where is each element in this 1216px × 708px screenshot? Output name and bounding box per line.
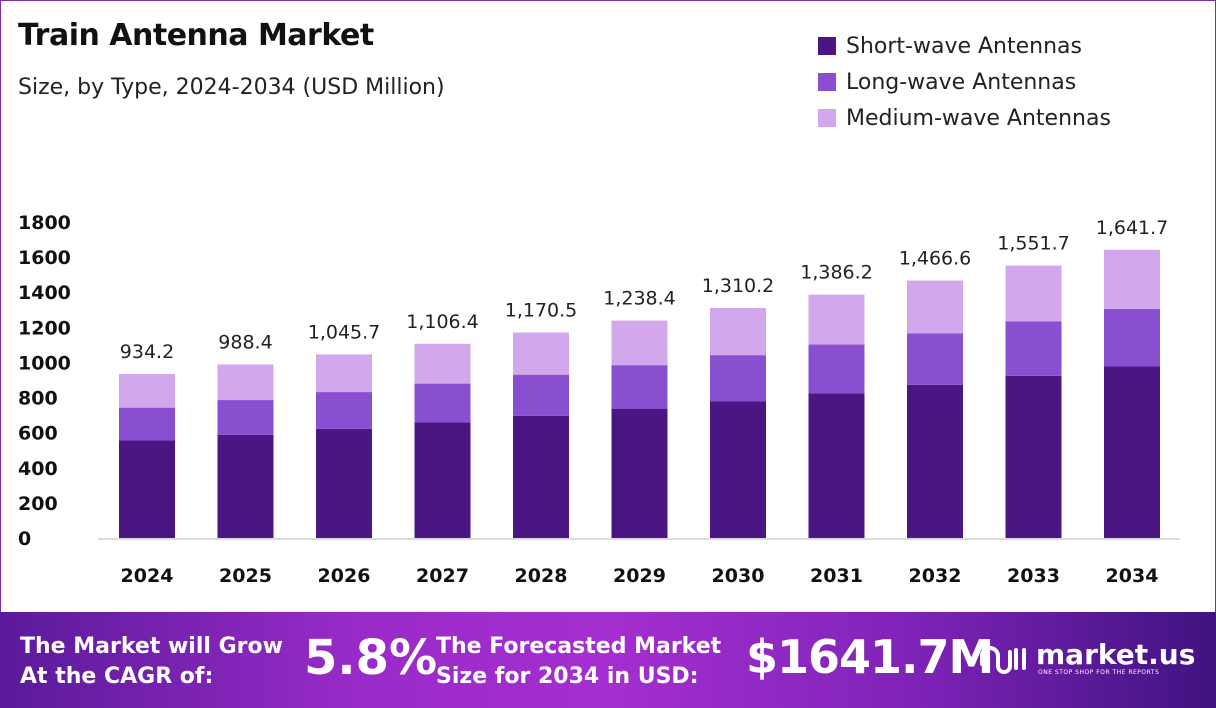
x-tick-label: 2025: [219, 565, 272, 587]
y-tick-label: 400: [18, 458, 58, 480]
total-data-label: 1,641.7: [1096, 217, 1169, 239]
cagr-label-line-2: At the CAGR of:: [20, 664, 214, 689]
x-tick-label: 2032: [909, 565, 962, 587]
total-data-label: 1,170.5: [505, 300, 578, 322]
legend-swatch: [818, 73, 836, 91]
total-data-label: 1,106.4: [406, 311, 479, 333]
bar-segment-medium-wave: [1104, 249, 1160, 309]
forecast-label-line-2: Size for 2034 in USD:: [436, 664, 699, 689]
brand-logo: market.us ONE STOP SHOP FOR THE REPORTS: [978, 638, 1195, 678]
x-tick-label: 2027: [416, 565, 469, 587]
bar-segment-long-wave: [217, 400, 274, 435]
bar-segment-medium-wave: [808, 294, 865, 345]
forecast-label: The Forecasted Market Size for 2034 in U…: [436, 632, 721, 692]
legend-swatch: [818, 37, 836, 55]
bar-segment-long-wave: [1104, 308, 1160, 367]
y-tick-label: 0: [18, 528, 31, 550]
footer-banner: The Market will Grow At the CAGR of: 5.8…: [0, 612, 1216, 708]
legend-swatch: [818, 109, 836, 127]
x-tick-label: 2029: [613, 565, 666, 587]
bar-segment-long-wave: [414, 383, 471, 423]
bar-segment-long-wave: [119, 407, 175, 441]
brand-tagline: ONE STOP SHOP FOR THE REPORTS: [1038, 668, 1160, 676]
bar-segment-short-wave: [1005, 375, 1062, 538]
total-data-label: 1,386.2: [800, 262, 873, 284]
bar-segment-short-wave: [808, 393, 865, 538]
total-data-label: 1,045.7: [308, 321, 381, 343]
x-tick-label: 2031: [810, 565, 863, 587]
legend-item-medium-wave: Medium-wave Antennas: [818, 100, 1111, 136]
y-tick-label: 1800: [18, 212, 71, 234]
bar-segment-medium-wave: [710, 307, 766, 356]
cagr-label: The Market will Grow At the CAGR of:: [20, 632, 283, 692]
y-tick-label: 1400: [18, 282, 71, 304]
bar-segment-long-wave: [513, 374, 569, 416]
forecast-value: $1641.7M: [746, 630, 994, 684]
bar-segment-long-wave: [710, 355, 766, 402]
bar-segment-long-wave: [907, 333, 963, 385]
bar-segment-long-wave: [316, 392, 372, 429]
total-data-label: 988.4: [218, 331, 272, 353]
bar-segment-medium-wave: [414, 343, 471, 384]
x-tick-label: 2033: [1007, 565, 1060, 587]
total-data-label: 1,551.7: [997, 233, 1070, 255]
bar-segment-short-wave: [119, 440, 175, 538]
stacked-bar-chart: 0 200 400 600 800 1000 1200 1400 1600 1800 934.2 20…: [18, 212, 1180, 587]
bar-segment-medium-wave: [119, 373, 175, 408]
chart-title: Train Antenna Market: [18, 18, 374, 53]
chart-subtitle: Size, by Type, 2024-2034 (USD Million): [18, 75, 445, 100]
bar-segment-long-wave: [611, 365, 668, 409]
x-tick-label: 2028: [515, 565, 568, 587]
y-tick-label: 1000: [18, 352, 71, 374]
total-data-label: 1,310.2: [702, 275, 775, 297]
bar-segment-long-wave: [808, 344, 865, 394]
total-data-label: 1,238.4: [603, 288, 676, 310]
legend: Short-wave Antennas Long-wave Antennas M…: [818, 28, 1111, 136]
legend-label: Short-wave Antennas: [846, 33, 1082, 59]
bar-segment-short-wave: [513, 415, 569, 538]
bar-segment-long-wave: [1005, 321, 1062, 376]
legend-item-long-wave: Long-wave Antennas: [818, 64, 1111, 100]
bar-segment-medium-wave: [513, 332, 569, 375]
bar-segment-short-wave: [907, 384, 963, 538]
brand-name: market.us: [1036, 637, 1196, 671]
bar-segment-medium-wave: [907, 280, 963, 334]
cagr-label-line-1: The Market will Grow: [20, 634, 283, 659]
x-tick-label: 2026: [318, 565, 371, 587]
y-tick-label: 1200: [18, 317, 71, 339]
x-tick-label: 2030: [712, 565, 765, 587]
cagr-value: 5.8%: [304, 630, 438, 686]
y-tick-label: 800: [18, 388, 58, 410]
legend-label: Long-wave Antennas: [846, 69, 1077, 95]
bar-segment-medium-wave: [217, 364, 274, 401]
bar-segment-medium-wave: [316, 354, 372, 393]
legend-label: Medium-wave Antennas: [846, 105, 1111, 131]
bar-segment-short-wave: [414, 422, 471, 538]
bar-segment-medium-wave: [1005, 265, 1062, 322]
bar-segment-short-wave: [217, 434, 274, 538]
y-tick-label: 600: [18, 423, 58, 445]
x-tick-label: 2034: [1106, 565, 1159, 587]
total-data-label: 1,466.6: [899, 248, 972, 270]
market-us-logo-icon: [980, 646, 1026, 674]
bar-segment-short-wave: [611, 408, 668, 538]
bar-segment-medium-wave: [611, 320, 668, 366]
x-tick-label: 2024: [121, 565, 174, 587]
y-tick-label: 1600: [18, 247, 71, 269]
bar-segment-short-wave: [1104, 366, 1160, 538]
total-data-label: 934.2: [120, 341, 174, 363]
bar-segment-short-wave: [710, 401, 766, 538]
forecast-label-line-1: The Forecasted Market: [436, 634, 722, 659]
legend-item-short-wave: Short-wave Antennas: [818, 28, 1111, 64]
bar-segment-short-wave: [316, 428, 372, 538]
y-tick-label: 200: [18, 493, 58, 515]
